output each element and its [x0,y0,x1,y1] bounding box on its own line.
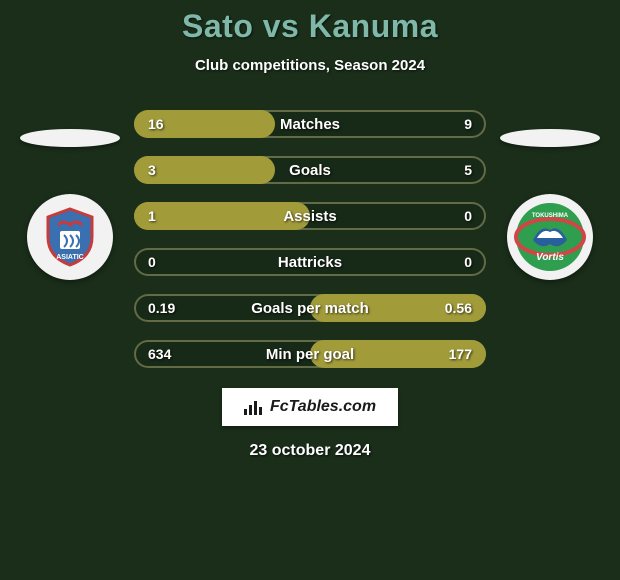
stat-value-right: 9 [464,110,472,138]
svg-text:ASIATIC: ASIATIC [56,254,83,261]
comparison-infographic: Sato vs Kanuma Club competitions, Season… [0,0,620,460]
left-team-crest: ASIATIC [27,194,113,280]
page-subtitle: Club competitions, Season 2024 [195,57,425,74]
right-side: TOKUSHIMA Vortis [490,110,610,280]
right-player-placeholder [500,110,600,166]
stat-value-right: 177 [449,340,472,368]
ellipse-shape [500,129,600,147]
stat-value-right: 0 [464,202,472,230]
bar-chart-icon [244,399,264,415]
stat-value-left: 16 [148,110,164,138]
right-team-crest: TOKUSHIMA Vortis [507,194,593,280]
bar-background [134,248,486,276]
stat-value-right: 5 [464,156,472,184]
stat-row: 00Hattricks [134,248,486,276]
stat-row: 0.190.56Goals per match [134,294,486,322]
main-row: ASIATIC 169Matches35Goals10Assists00Hatt… [0,110,620,368]
bar-fill [134,202,310,230]
left-player-placeholder [20,110,120,166]
stat-value-right: 0.56 [445,294,472,322]
source-label: FcTables.com [270,398,376,416]
date-label: 23 october 2024 [250,442,371,460]
stat-value-left: 634 [148,340,171,368]
ellipse-shape [20,129,120,147]
stat-row: 634177Min per goal [134,340,486,368]
stat-row: 10Assists [134,202,486,230]
stat-value-left: 3 [148,156,156,184]
svg-text:Vortis: Vortis [536,252,564,263]
vortis-crest-icon: TOKUSHIMA Vortis [513,200,587,274]
page-title: Sato vs Kanuma [182,8,438,45]
stat-value-left: 0.19 [148,294,175,322]
stat-value-left: 0 [148,248,156,276]
stat-value-right: 0 [464,248,472,276]
source-badge: FcTables.com [222,388,398,426]
stat-value-left: 1 [148,202,156,230]
asiatic-crest-icon: ASIATIC [38,205,102,269]
stat-row: 169Matches [134,110,486,138]
stat-bars: 169Matches35Goals10Assists00Hattricks0.1… [130,110,490,368]
left-side: ASIATIC [10,110,130,280]
svg-text:TOKUSHIMA: TOKUSHIMA [532,213,569,219]
stat-row: 35Goals [134,156,486,184]
